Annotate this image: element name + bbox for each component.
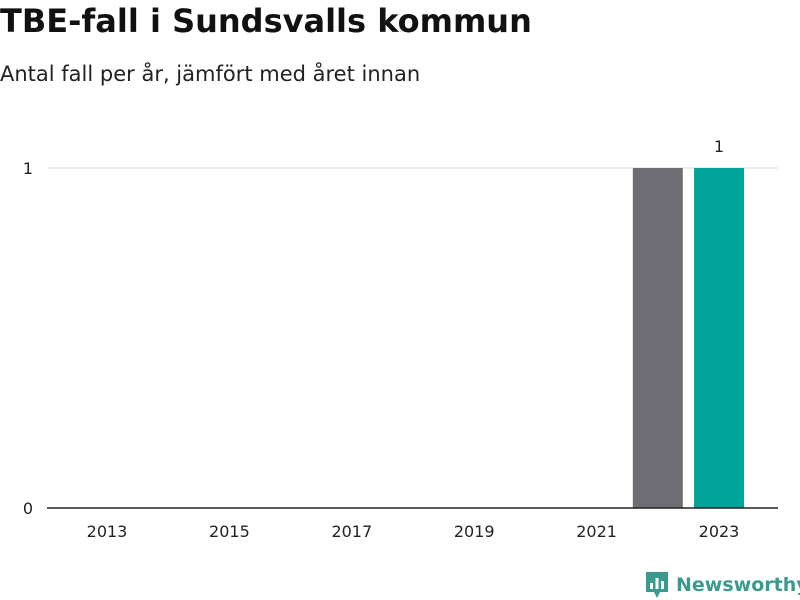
brand-logo[interactable]: Newsworthy xyxy=(644,570,800,600)
x-tick-label: 2017 xyxy=(331,522,372,541)
y-tick-label: 1 xyxy=(23,159,33,178)
x-tick-label: 2015 xyxy=(209,522,250,541)
x-tick-label: 2023 xyxy=(699,522,740,541)
x-tick-label: 2019 xyxy=(454,522,495,541)
data-label-2023: 1 xyxy=(714,137,724,156)
newsworthy-chart-badge-icon xyxy=(646,572,668,598)
bar-2023 xyxy=(694,168,744,508)
chart-title: TBE-fall i Sundsvalls kommun xyxy=(0,2,532,40)
x-tick-label: 2013 xyxy=(87,522,128,541)
bar-2022 xyxy=(632,168,683,508)
brand-name: Newsworthy xyxy=(676,574,800,596)
y-tick-label: 0 xyxy=(23,499,33,518)
x-tick-label: 2021 xyxy=(576,522,617,541)
chart-subtitle: Antal fall per år, jämfört med året inna… xyxy=(0,62,421,86)
